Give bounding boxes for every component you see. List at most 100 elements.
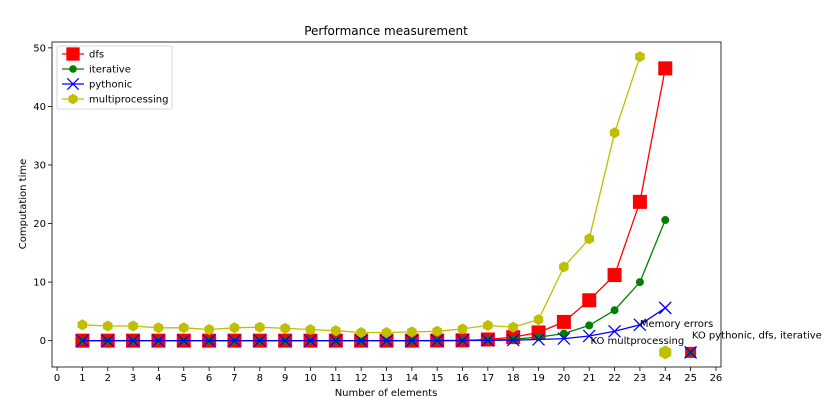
failure-marker-pythonic [684, 345, 698, 359]
x-tick-label-24: 24 [659, 373, 672, 384]
legend-marker-dfs [66, 47, 80, 61]
point-iterative-20 [559, 329, 568, 338]
series-pythonic [75, 301, 672, 348]
x-tick-label-19: 19 [532, 373, 545, 384]
legend-box [56, 45, 173, 110]
x-tick-label-8: 8 [257, 373, 263, 384]
y-tick-label-30: 30 [33, 160, 46, 171]
point-multiprocessing-10 [305, 324, 316, 335]
legend-entry-iterative: iterative [62, 65, 131, 76]
y-tick-label-40: 40 [33, 102, 46, 113]
point-pythonic-5 [177, 334, 191, 348]
point-pythonic-14 [405, 334, 419, 348]
chart-title: Performance measurement [304, 24, 468, 38]
point-pythonic-15 [430, 334, 444, 348]
point-multiprocessing-8 [255, 321, 265, 333]
point-multiprocessing-20 [559, 261, 569, 273]
annotation-0: Memory errors [640, 319, 713, 330]
point-multiprocessing-19 [533, 314, 544, 326]
point-pythonic-11 [329, 334, 343, 348]
point-pythonic-1 [75, 334, 89, 348]
x-tick-label-18: 18 [507, 373, 520, 384]
x-tick-label-2: 2 [105, 373, 111, 384]
point-pythonic-22 [608, 324, 622, 338]
point-multiprocessing-9 [280, 322, 290, 334]
point-iterative-22 [610, 306, 619, 315]
legend: dfs iterative pythonic multiprocessing [56, 45, 173, 110]
point-pythonic-23 [633, 318, 647, 332]
x-tick-label-9: 9 [282, 373, 288, 384]
point-dfs-21 [582, 293, 597, 308]
point-multiprocessing-23 [635, 51, 645, 63]
point-multiprocessing-6 [204, 324, 214, 335]
point-multiprocessing-5 [179, 322, 189, 334]
point-multiprocessing-21 [584, 233, 594, 245]
point-pythonic-10 [304, 334, 317, 348]
point-pythonic-12 [354, 334, 368, 348]
point-pythonic-16 [456, 334, 469, 347]
legend-marker-iterative [69, 65, 77, 73]
annotation-2: KO pythonic, dfs, iterative [692, 330, 822, 341]
legend-label-iterative: iterative [89, 65, 131, 76]
legend-marker-multiprocessing [68, 93, 78, 105]
point-multiprocessing-1 [77, 319, 88, 331]
x-tick-label-14: 14 [405, 373, 418, 384]
legend-entry-multiprocessing: multiprocessing [62, 93, 168, 106]
point-multiprocessing-17 [483, 319, 493, 331]
x-tick-label-15: 15 [431, 373, 444, 384]
point-multiprocessing-15 [432, 325, 442, 337]
point-multiprocessing-14 [407, 326, 417, 338]
point-dfs-23 [632, 194, 647, 209]
point-pythonic-21 [582, 329, 596, 343]
x-tick-label-17: 17 [481, 373, 494, 384]
y-tick-label-50: 50 [33, 43, 46, 54]
x-tick-label-26: 26 [710, 373, 723, 384]
point-pythonic-8 [253, 334, 267, 348]
x-tick-label-4: 4 [155, 373, 161, 384]
y-axis-label: Computation time [18, 159, 29, 250]
x-tick-label-12: 12 [355, 373, 368, 384]
point-pythonic-4 [151, 334, 165, 348]
point-pythonic-3 [126, 334, 140, 348]
point-multiprocessing-13 [381, 327, 392, 338]
y-tick-label-0: 0 [40, 336, 46, 347]
point-multiprocessing-3 [128, 320, 138, 332]
x-tick-label-25: 25 [684, 373, 697, 384]
x-axis-label: Number of elements [335, 388, 438, 399]
annotation-1: KO multprocessing [590, 336, 684, 347]
x-tick-label-5: 5 [181, 373, 187, 384]
point-pythonic-6 [202, 334, 216, 348]
x-tick-label-0: 0 [54, 373, 60, 384]
x-tick-label-20: 20 [558, 373, 571, 384]
point-multiprocessing-18 [508, 321, 518, 333]
legend-entry-pythonic: pythonic [62, 77, 132, 91]
x-tick-label-13: 13 [380, 373, 393, 384]
point-iterative-24 [661, 216, 670, 225]
point-pythonic-17 [481, 333, 495, 347]
y-tick-label-10: 10 [33, 278, 46, 289]
point-pythonic-20 [557, 332, 571, 346]
point-pythonic-19 [532, 333, 546, 346]
failure-marker-multiprocessing [659, 345, 672, 360]
point-pythonic-7 [227, 334, 241, 348]
point-multiprocessing-16 [457, 323, 468, 335]
x-tick-label-21: 21 [583, 373, 596, 384]
point-dfs-24 [658, 61, 673, 76]
point-pythonic-13 [380, 334, 393, 348]
point-iterative-21 [585, 321, 594, 330]
x-tick-label-3: 3 [130, 373, 136, 384]
legend-marker-pythonic [66, 77, 80, 91]
point-multiprocessing-4 [153, 322, 164, 334]
point-multiprocessing-2 [103, 320, 113, 332]
y-tick-label-20: 20 [33, 219, 46, 230]
point-multiprocessing-22 [609, 127, 620, 139]
x-tick-label-11: 11 [329, 373, 342, 384]
legend-label-multiprocessing: multiprocessing [89, 95, 168, 106]
series-line-pythonic [82, 307, 666, 342]
legend-label-pythonic: pythonic [89, 80, 132, 91]
x-tick-label-23: 23 [634, 373, 647, 384]
x-tick-label-22: 22 [608, 373, 621, 384]
point-pythonic-9 [278, 334, 292, 348]
x-tick-label-7: 7 [231, 373, 237, 384]
